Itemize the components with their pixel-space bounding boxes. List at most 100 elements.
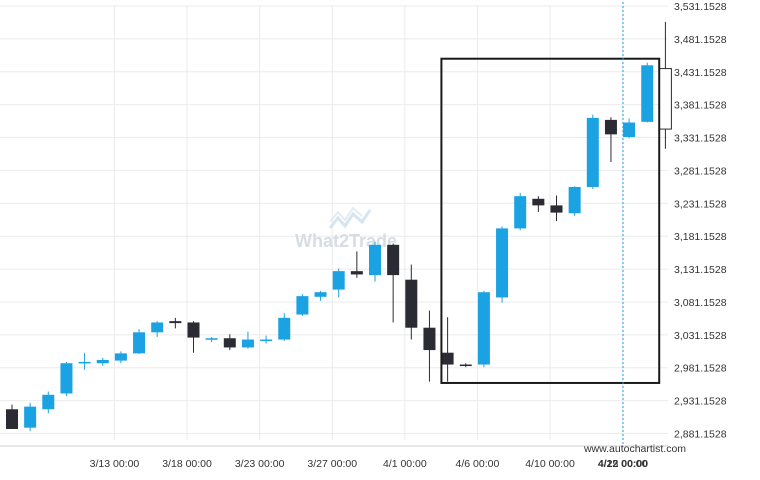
x-tick-label: 4/10 00:00 bbox=[525, 458, 575, 470]
candle-body bbox=[169, 321, 182, 324]
y-axis: 3,531.1528 3,481.1528 3,431.1528 3,381.1528… bbox=[674, 1, 727, 441]
candle-body bbox=[78, 361, 91, 364]
candle-body bbox=[623, 122, 636, 137]
candle bbox=[405, 264, 418, 340]
candle-body bbox=[441, 352, 454, 365]
candle bbox=[114, 351, 127, 364]
candle-body bbox=[423, 327, 436, 351]
candle bbox=[514, 192, 527, 231]
candle-body bbox=[151, 322, 164, 333]
candle-body bbox=[477, 292, 490, 365]
x-tick-label: 3/27 00:00 bbox=[307, 458, 357, 470]
y-tick-label: 3,181.1528 bbox=[674, 231, 727, 243]
candle bbox=[658, 21, 672, 149]
candle bbox=[60, 361, 73, 397]
candle-body bbox=[658, 68, 672, 130]
candle bbox=[604, 117, 617, 162]
candle-body bbox=[496, 228, 509, 298]
watermark-text: What2Trade bbox=[295, 231, 397, 251]
x-tick-label: 4/22 00:00 bbox=[598, 458, 648, 470]
candle-body bbox=[550, 205, 563, 213]
candle-body bbox=[586, 117, 599, 187]
candle bbox=[296, 294, 309, 316]
candle bbox=[623, 118, 636, 139]
candle-body bbox=[532, 198, 545, 206]
candle bbox=[441, 317, 454, 382]
y-tick-label: 3,281.1528 bbox=[674, 165, 727, 177]
candle-body bbox=[241, 339, 254, 348]
candle bbox=[496, 226, 509, 303]
y-tick-label: 2,981.1528 bbox=[674, 363, 727, 375]
candle-body bbox=[641, 65, 654, 122]
x-tick-label: 3/18 00:00 bbox=[162, 458, 212, 470]
y-tick-label: 2,881.1528 bbox=[674, 429, 727, 441]
candle bbox=[223, 334, 236, 351]
x-axis: 3/13 00:00 3/18 00:00 3/23 00:00 3/27 00:00… bbox=[0, 445, 668, 470]
candle bbox=[278, 313, 291, 341]
candle-body bbox=[278, 317, 291, 340]
candle-body bbox=[114, 353, 127, 361]
candle bbox=[332, 268, 345, 298]
x-tick-label: 4/1 00:00 bbox=[383, 458, 427, 470]
candle-body bbox=[6, 409, 18, 429]
candle bbox=[586, 114, 599, 189]
candle bbox=[187, 321, 200, 353]
x-tick-label: 3/23 00:00 bbox=[235, 458, 285, 470]
y-tick-label: 3,131.1528 bbox=[674, 264, 727, 276]
overlay-layer bbox=[440, 2, 661, 446]
candle-body bbox=[296, 296, 309, 315]
candle bbox=[641, 62, 654, 123]
x-tick-label: 3/13 00:00 bbox=[90, 458, 140, 470]
candle-body bbox=[350, 271, 363, 275]
candle-body bbox=[24, 406, 37, 428]
attribution-text: www.autochartist.com bbox=[583, 443, 686, 455]
candle bbox=[459, 363, 472, 368]
candle bbox=[350, 251, 363, 278]
candles-layer bbox=[6, 21, 672, 431]
candle-body bbox=[369, 244, 381, 276]
candle bbox=[169, 317, 182, 329]
y-tick-label: 3,231.1528 bbox=[674, 198, 727, 210]
candle bbox=[477, 290, 490, 368]
candle-body bbox=[205, 338, 218, 340]
candle bbox=[532, 196, 545, 212]
y-tick-label: 3,531.1528 bbox=[674, 1, 727, 13]
candle-body bbox=[405, 279, 418, 328]
y-tick-label: 3,331.1528 bbox=[674, 133, 727, 145]
candle-body bbox=[260, 339, 273, 342]
y-tick-label: 3,481.1528 bbox=[674, 34, 727, 46]
y-tick-label: 3,381.1528 bbox=[674, 100, 727, 112]
candle bbox=[6, 404, 18, 429]
y-tick-label: 3,031.1528 bbox=[674, 330, 727, 342]
candle-body bbox=[314, 292, 327, 297]
y-tick-label: 3,431.1528 bbox=[674, 67, 727, 79]
candle-body bbox=[42, 394, 55, 410]
candle bbox=[96, 357, 109, 366]
candle bbox=[78, 352, 91, 370]
candle bbox=[205, 336, 218, 343]
candle bbox=[24, 402, 37, 431]
candle-body bbox=[60, 363, 73, 394]
candle bbox=[423, 310, 436, 382]
candle-body bbox=[604, 119, 617, 135]
candle bbox=[369, 241, 381, 282]
candle-body bbox=[96, 359, 109, 364]
candle bbox=[133, 329, 146, 355]
candle bbox=[151, 321, 164, 337]
candle bbox=[260, 335, 273, 344]
candle bbox=[550, 195, 563, 222]
candle bbox=[241, 331, 254, 349]
x-tick-label: 4/6 00:00 bbox=[456, 458, 500, 470]
y-tick-label: 3,081.1528 bbox=[674, 297, 727, 309]
candle-body bbox=[223, 338, 236, 348]
candle-body bbox=[568, 186, 581, 214]
candle-body bbox=[514, 196, 527, 229]
candle-body bbox=[332, 271, 345, 290]
x-tick-label: 4/15 00:00 bbox=[598, 458, 648, 470]
watermark-logo-icon bbox=[328, 206, 372, 229]
y-tick-label: 2,931.1528 bbox=[674, 396, 727, 408]
candle bbox=[387, 243, 400, 323]
candle bbox=[314, 290, 327, 301]
